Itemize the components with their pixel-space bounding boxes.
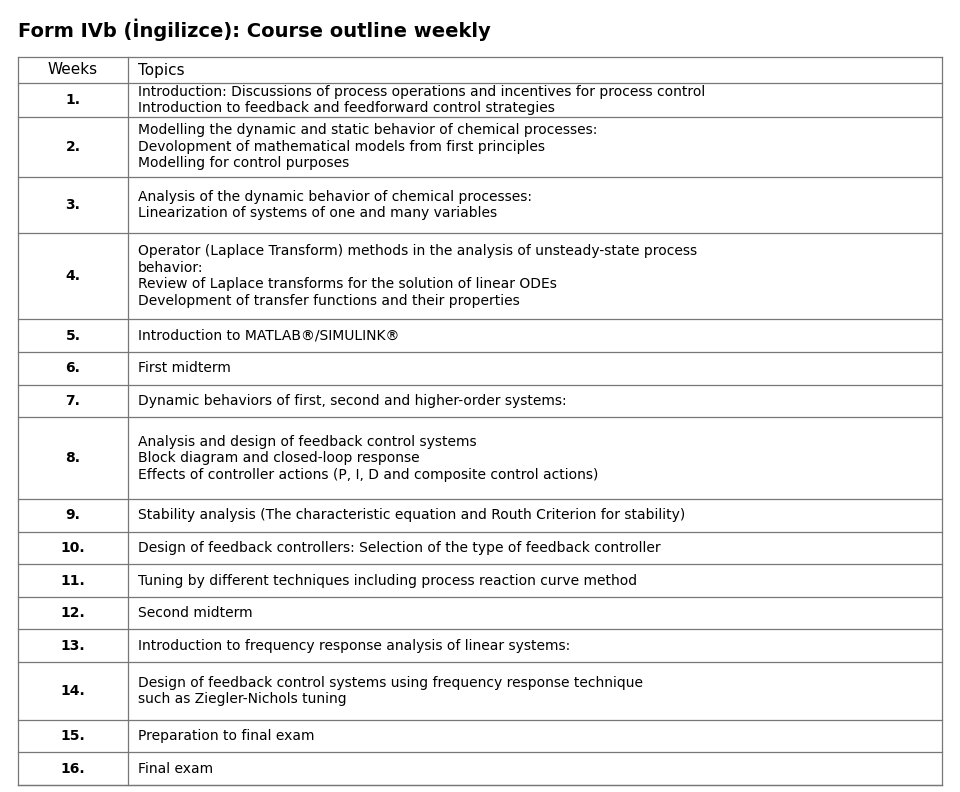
Text: Second midterm: Second midterm <box>138 606 252 620</box>
Text: 15.: 15. <box>60 729 85 743</box>
Text: such as Ziegler-Nichols tuning: such as Ziegler-Nichols tuning <box>138 692 347 706</box>
Text: 11.: 11. <box>60 573 85 588</box>
Text: 16.: 16. <box>60 762 85 775</box>
Text: Form IVb (İngilizce): Course outline weekly: Form IVb (İngilizce): Course outline wee… <box>18 19 491 41</box>
Text: 8.: 8. <box>65 451 81 465</box>
Text: Final exam: Final exam <box>138 762 213 775</box>
Text: Linearization of systems of one and many variables: Linearization of systems of one and many… <box>138 206 497 220</box>
Text: Design of feedback controllers: Selection of the type of feedback controller: Design of feedback controllers: Selectio… <box>138 541 660 555</box>
Text: Topics: Topics <box>138 63 184 78</box>
Text: 13.: 13. <box>60 638 85 653</box>
Text: 10.: 10. <box>60 541 85 555</box>
Text: Modelling the dynamic and static behavior of chemical processes:: Modelling the dynamic and static behavio… <box>138 124 597 138</box>
Text: 4.: 4. <box>65 269 81 283</box>
Text: Stability analysis (The characteristic equation and Routh Criterion for stabilit: Stability analysis (The characteristic e… <box>138 508 685 523</box>
Text: 2.: 2. <box>65 140 81 154</box>
Text: Introduction to feedback and feedforward control strategies: Introduction to feedback and feedforward… <box>138 101 555 115</box>
Text: Operator (Laplace Transform) methods in the analysis of unsteady-state process: Operator (Laplace Transform) methods in … <box>138 244 697 258</box>
Text: Introduction: Discussions of process operations and incentives for process contr: Introduction: Discussions of process ope… <box>138 85 706 99</box>
Text: 1.: 1. <box>65 93 81 107</box>
Text: Development of transfer functions and their properties: Development of transfer functions and th… <box>138 294 519 308</box>
Text: Effects of controller actions (P, I, D and composite control actions): Effects of controller actions (P, I, D a… <box>138 467 598 482</box>
Text: Review of Laplace transforms for the solution of linear ODEs: Review of Laplace transforms for the sol… <box>138 277 557 291</box>
Text: 7.: 7. <box>65 394 81 408</box>
Text: Introduction to frequency response analysis of linear systems:: Introduction to frequency response analy… <box>138 638 570 653</box>
Text: Dynamic behaviors of first, second and higher-order systems:: Dynamic behaviors of first, second and h… <box>138 394 566 408</box>
Text: Design of feedback control systems using frequency response technique: Design of feedback control systems using… <box>138 676 643 690</box>
Text: 9.: 9. <box>65 508 81 523</box>
Text: Preparation to final exam: Preparation to final exam <box>138 729 315 743</box>
Text: Devolopment of mathematical models from first principles: Devolopment of mathematical models from … <box>138 140 545 154</box>
Text: Block diagram and closed-loop response: Block diagram and closed-loop response <box>138 451 420 465</box>
Text: Modelling for control purposes: Modelling for control purposes <box>138 157 349 170</box>
Text: Weeks: Weeks <box>48 63 98 78</box>
Text: Analysis of the dynamic behavior of chemical processes:: Analysis of the dynamic behavior of chem… <box>138 189 532 204</box>
Text: 14.: 14. <box>60 684 85 698</box>
Text: 6.: 6. <box>65 361 81 375</box>
Text: behavior:: behavior: <box>138 261 204 275</box>
Text: 12.: 12. <box>60 606 85 620</box>
Text: Introduction to MATLAB®/SIMULINK®: Introduction to MATLAB®/SIMULINK® <box>138 329 399 343</box>
Text: 5.: 5. <box>65 329 81 343</box>
Text: 3.: 3. <box>65 198 81 211</box>
Text: Tuning by different techniques including process reaction curve method: Tuning by different techniques including… <box>138 573 637 588</box>
Text: First midterm: First midterm <box>138 361 230 375</box>
Text: Analysis and design of feedback control systems: Analysis and design of feedback control … <box>138 435 476 448</box>
